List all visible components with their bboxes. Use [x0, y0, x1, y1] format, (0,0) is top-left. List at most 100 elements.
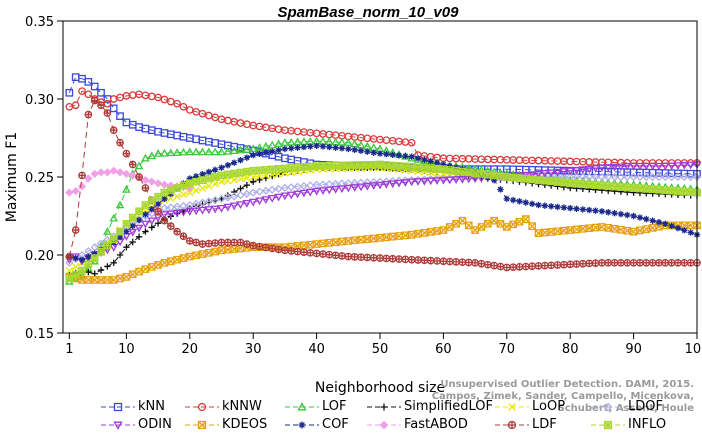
data-point	[217, 178, 226, 186]
data-point	[230, 188, 238, 196]
data-point	[521, 175, 530, 183]
data-point	[680, 161, 689, 170]
x-tick-label: 60	[435, 342, 452, 357]
data-point	[445, 223, 454, 231]
data-point	[325, 161, 334, 170]
data-point	[116, 227, 124, 236]
data-point	[624, 211, 631, 219]
data-point	[198, 176, 207, 184]
data-point	[154, 192, 162, 201]
data-point	[394, 179, 404, 188]
data-point	[344, 252, 353, 261]
data-point	[248, 144, 258, 153]
data-point	[642, 259, 651, 267]
data-point	[603, 164, 613, 172]
data-point	[528, 262, 537, 271]
data-point	[407, 138, 416, 147]
data-point	[160, 188, 169, 197]
data-point	[223, 203, 233, 212]
data-point	[154, 207, 162, 216]
data-point	[78, 87, 86, 96]
data-point	[490, 171, 498, 180]
data-point	[553, 261, 562, 269]
data-point	[236, 145, 245, 154]
data-point	[135, 123, 143, 131]
data-point	[281, 246, 289, 255]
data-point	[154, 200, 162, 208]
data-point	[78, 256, 86, 263]
data-point	[388, 176, 397, 186]
series-kdeos	[65, 215, 701, 284]
data-point	[243, 240, 251, 248]
data-point	[274, 184, 283, 193]
data-point	[173, 184, 181, 192]
data-point	[198, 240, 207, 248]
data-point	[248, 198, 258, 207]
data-point	[426, 177, 436, 186]
data-point	[648, 259, 657, 267]
data-point	[357, 161, 365, 169]
data-point	[661, 172, 670, 182]
data-point	[541, 202, 549, 209]
data-point	[553, 178, 562, 186]
data-point	[350, 178, 359, 188]
data-point	[116, 233, 124, 241]
data-point	[293, 182, 302, 191]
data-point	[379, 420, 389, 430]
data-point	[281, 145, 289, 153]
data-point	[129, 222, 136, 230]
data-point	[421, 156, 428, 164]
data-point	[674, 224, 682, 232]
data-point	[261, 196, 271, 205]
data-point	[509, 196, 517, 204]
data-point	[211, 180, 219, 188]
data-point	[560, 260, 568, 269]
data-point	[642, 185, 651, 193]
data-point	[388, 254, 397, 263]
data-point	[591, 172, 600, 182]
data-point	[584, 165, 594, 174]
data-point	[116, 274, 124, 283]
data-point	[71, 186, 80, 196]
data-point	[223, 146, 233, 155]
data-point	[414, 256, 422, 264]
data-point	[432, 177, 442, 185]
data-point	[547, 203, 555, 210]
data-point	[401, 179, 410, 187]
data-point	[166, 148, 176, 157]
data-point	[598, 208, 606, 215]
data-point	[630, 212, 637, 220]
data-point	[262, 149, 270, 156]
data-point	[686, 172, 695, 182]
data-point	[649, 217, 656, 224]
data-point	[464, 168, 473, 177]
data-point	[153, 149, 163, 157]
data-point	[242, 145, 252, 153]
data-point	[134, 224, 144, 233]
data-point	[635, 162, 645, 171]
data-point	[205, 168, 213, 176]
data-point	[477, 223, 486, 231]
data-point	[610, 182, 619, 191]
legend-label: kNN	[138, 399, 165, 414]
data-point	[603, 420, 613, 430]
data-point	[185, 106, 194, 114]
x-tick-label: 20	[182, 342, 199, 357]
data-point	[433, 159, 441, 167]
data-point	[427, 158, 434, 165]
data-point	[414, 163, 422, 172]
data-point	[230, 159, 238, 166]
data-point	[661, 186, 670, 195]
data-point	[655, 219, 663, 226]
data-point	[166, 97, 175, 106]
data-point	[674, 259, 682, 267]
data-point	[503, 195, 510, 203]
data-point	[445, 166, 454, 174]
data-point	[375, 181, 385, 190]
data-point	[97, 88, 105, 97]
data-point	[654, 162, 664, 171]
legend-label: LoOP	[532, 399, 566, 414]
data-point	[128, 213, 137, 222]
data-point	[306, 249, 315, 257]
data-point	[147, 263, 156, 271]
